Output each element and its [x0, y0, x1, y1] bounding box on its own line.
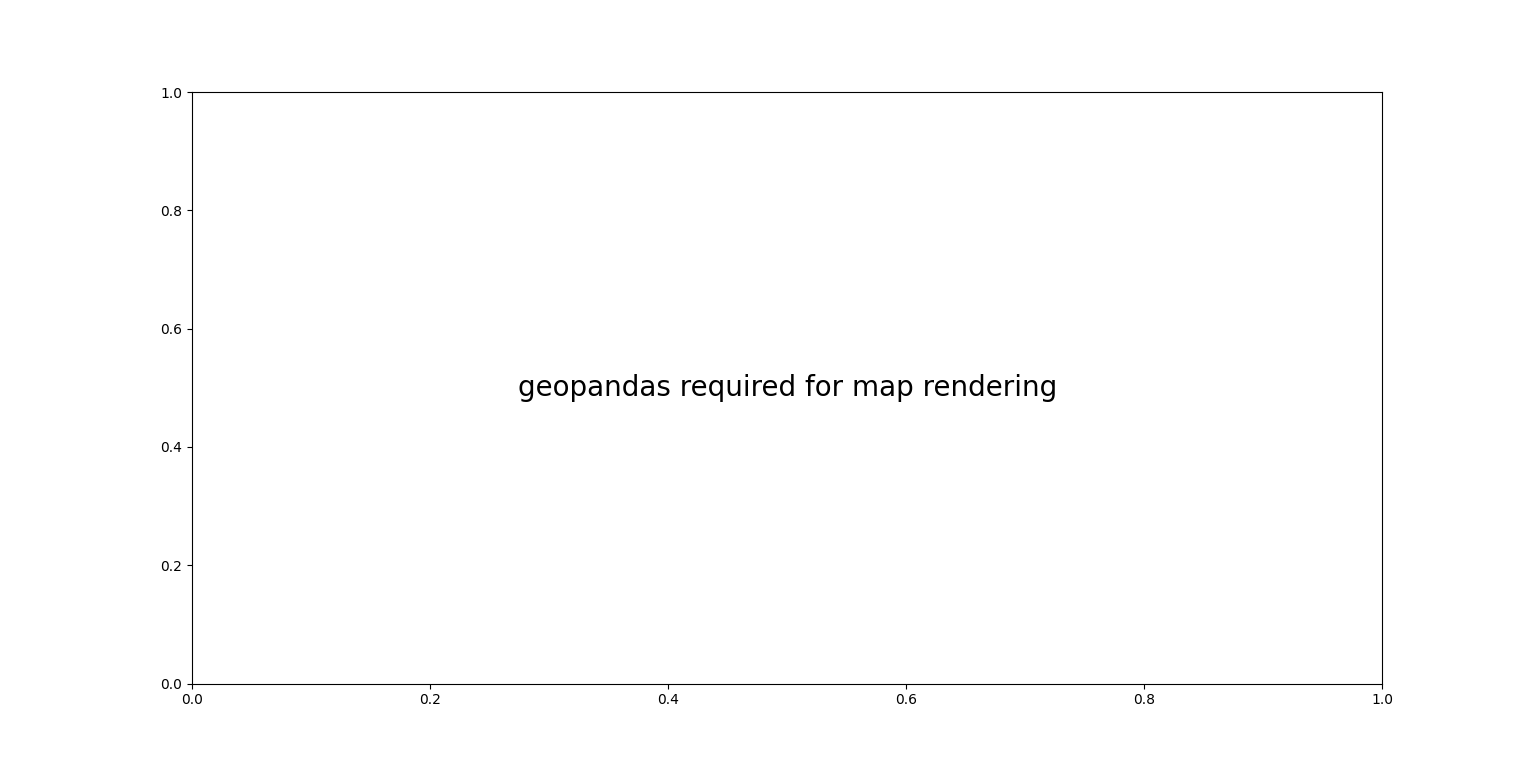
Text: geopandas required for map rendering: geopandas required for map rendering	[518, 374, 1057, 402]
